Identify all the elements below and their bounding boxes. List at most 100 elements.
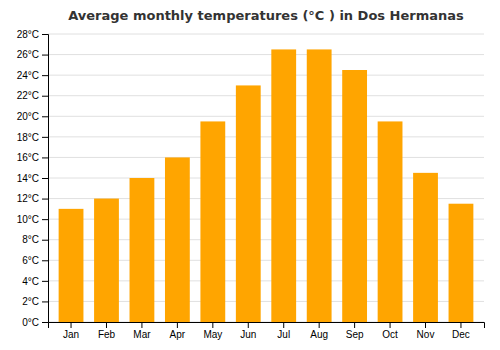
grid-line xyxy=(48,116,484,117)
y-axis: 0°C 2°C 4°C 6°C 8°C 10°C 12°C 14°C 16°C 18°C 20°C 2… xyxy=(17,29,49,328)
x-tick: Sep xyxy=(346,322,364,340)
y-tick-label: 8°C xyxy=(22,234,39,245)
x-tick: Aug xyxy=(310,322,328,340)
y-axis-line xyxy=(42,35,49,323)
y-tick-label: 6°C xyxy=(22,255,39,266)
x-tick-label: Apr xyxy=(170,329,186,340)
x-tick-mark xyxy=(354,322,355,328)
x-tick-label: Mar xyxy=(133,329,151,340)
bar xyxy=(307,49,332,322)
grid-line xyxy=(48,34,484,35)
x-tick-mark xyxy=(460,322,461,328)
x-tick: Oct xyxy=(382,322,398,340)
y-tick: 0°C xyxy=(22,317,48,328)
grid-line xyxy=(48,75,484,76)
y-tick-mark xyxy=(42,157,48,158)
y-tick: 10°C xyxy=(17,214,48,225)
y-tick-mark xyxy=(42,96,48,97)
bar xyxy=(449,204,474,322)
x-tick-mark xyxy=(106,322,107,328)
bar xyxy=(165,157,190,322)
y-tick-label: 20°C xyxy=(17,111,39,122)
x-tick: Jul xyxy=(277,322,290,340)
grid-line xyxy=(48,95,484,96)
bars xyxy=(59,49,474,322)
bar xyxy=(236,85,261,322)
y-tick-label: 24°C xyxy=(17,70,39,81)
y-tick: 16°C xyxy=(17,152,48,163)
y-tick: 6°C xyxy=(22,255,48,266)
y-tick-mark xyxy=(42,178,48,179)
y-tick-mark xyxy=(42,34,48,35)
y-tick-mark xyxy=(42,260,48,261)
x-axis-line xyxy=(49,323,485,329)
x-tick: Feb xyxy=(98,322,116,340)
x-tick-label: Dec xyxy=(452,329,470,340)
y-tick-label: 18°C xyxy=(17,132,39,143)
y-tick: 20°C xyxy=(17,111,48,122)
bar xyxy=(378,121,403,322)
y-tick: 12°C xyxy=(17,193,48,204)
x-tick: Jun xyxy=(240,322,256,340)
bar xyxy=(59,209,84,322)
y-tick: 2°C xyxy=(22,296,48,307)
x-tick-mark xyxy=(71,322,72,328)
x-tick: Nov xyxy=(417,322,435,340)
grid-line xyxy=(48,157,484,158)
y-tick-label: 26°C xyxy=(17,49,39,60)
y-tick-label: 4°C xyxy=(22,276,39,287)
y-tick-mark xyxy=(42,301,48,302)
y-tick-mark xyxy=(42,137,48,138)
x-tick: Jan xyxy=(63,322,79,340)
bar xyxy=(94,199,119,322)
y-tick: 28°C xyxy=(17,29,48,40)
x-tick-label: Jul xyxy=(277,329,290,340)
y-tick-label: 10°C xyxy=(17,214,39,225)
bar xyxy=(342,70,367,322)
y-tick-mark xyxy=(42,75,48,76)
x-tick-mark xyxy=(177,322,178,328)
y-tick-mark xyxy=(42,116,48,117)
y-tick: 24°C xyxy=(17,70,48,81)
grid xyxy=(48,34,484,322)
x-axis: Jan Feb Mar Apr May Jun Jul Aug Sep Oct Nov Dec xyxy=(49,322,485,340)
x-tick-label: Jun xyxy=(240,329,256,340)
y-tick: 26°C xyxy=(17,49,48,60)
bar xyxy=(271,49,296,322)
y-tick-mark xyxy=(42,219,48,220)
y-tick: 22°C xyxy=(17,90,48,101)
y-tick-label: 0°C xyxy=(22,317,39,328)
bar xyxy=(200,121,225,322)
y-tick-label: 28°C xyxy=(17,29,39,40)
x-tick-mark xyxy=(390,322,391,328)
plot: 0°C 2°C 4°C 6°C 8°C 10°C 12°C 14°C 16°C 18°C 20°C 2… xyxy=(17,29,485,340)
chart: 0°C 2°C 4°C 6°C 8°C 10°C 12°C 14°C 16°C 18°C 20°C 2… xyxy=(0,0,500,350)
x-tick-label: Oct xyxy=(382,329,398,340)
y-tick-mark xyxy=(42,55,48,56)
x-tick-mark xyxy=(212,322,213,328)
x-tick-label: Aug xyxy=(310,329,328,340)
x-tick-mark xyxy=(248,322,249,328)
x-tick: Dec xyxy=(452,322,470,340)
x-tick-label: May xyxy=(203,329,222,340)
y-tick-label: 16°C xyxy=(17,152,39,163)
y-tick-label: 2°C xyxy=(22,296,39,307)
y-tick-mark xyxy=(42,281,48,282)
y-tick: 8°C xyxy=(22,234,48,245)
grid-line xyxy=(48,54,484,55)
x-tick-mark xyxy=(283,322,284,328)
x-tick-label: Sep xyxy=(346,329,364,340)
x-tick-label: Feb xyxy=(98,329,116,340)
grid-line xyxy=(48,136,484,137)
x-tick-mark xyxy=(319,322,320,328)
y-tick: 14°C xyxy=(17,173,48,184)
x-tick-label: Nov xyxy=(417,329,435,340)
bar xyxy=(413,173,438,322)
y-tick-label: 22°C xyxy=(17,90,39,101)
x-tick: May xyxy=(203,322,222,340)
x-tick: Mar xyxy=(133,322,151,340)
y-tick-mark xyxy=(42,199,48,200)
title: Average monthly temperatures (°C ) in Do… xyxy=(68,8,464,23)
y-tick: 18°C xyxy=(17,132,48,143)
x-tick: Apr xyxy=(170,322,186,340)
